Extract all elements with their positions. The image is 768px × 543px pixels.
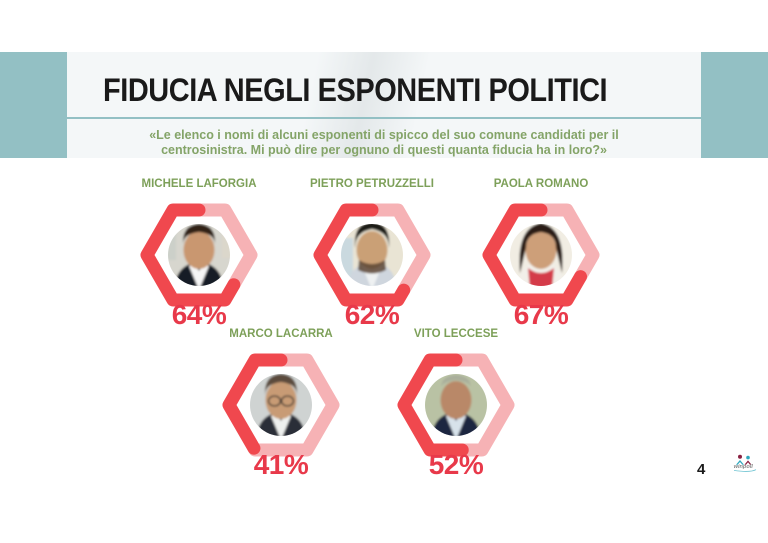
- svg-text:winpoll: winpoll: [734, 464, 754, 470]
